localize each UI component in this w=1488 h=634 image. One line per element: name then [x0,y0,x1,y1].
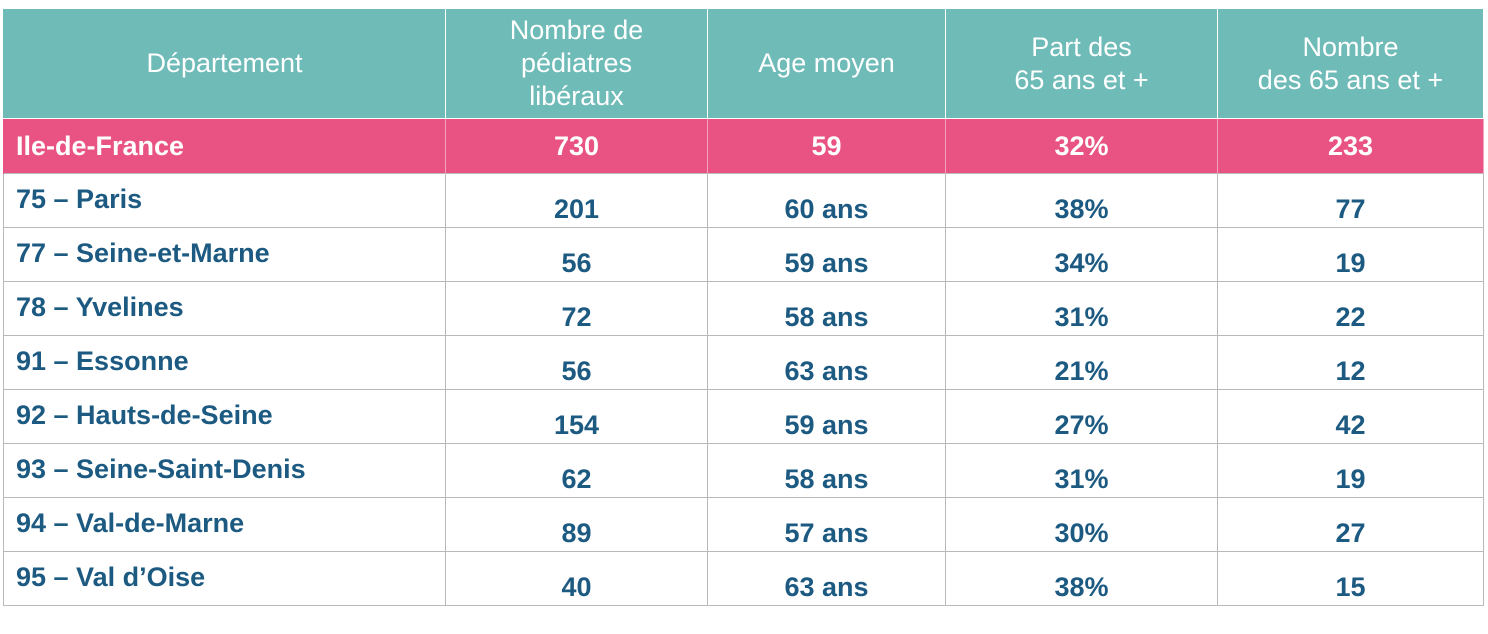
table-container: Département Nombre de pédiatres libéraux… [3,8,1484,606]
dept-part: 27% [945,389,1218,444]
dept-pediatres: 72 [445,281,708,336]
region-part: 32% [945,118,1218,174]
dept-pediatres: 154 [445,389,708,444]
dept-pediatres: 89 [445,497,708,552]
header-departement: Département [3,8,446,119]
region-name: Ile-de-France [3,118,446,174]
dept-name: 77 – Seine-et-Marne [3,227,446,282]
dept-age: 63 ans [707,335,946,390]
header-label: Age moyen [758,48,895,78]
dept-part: 38% [945,551,1218,606]
dept-age: 59 ans [707,227,946,282]
dept-pediatres: 56 [445,227,708,282]
table-row: 95 – Val d’Oise 40 63 ans 38% 15 [3,551,1484,606]
header-nombre-pediatres: Nombre de pédiatres libéraux [445,8,708,119]
dept-name: 93 – Seine-Saint-Denis [3,443,446,498]
dept-age: 58 ans [707,443,946,498]
dept-part: 31% [945,443,1218,498]
dept-name: 75 – Paris [3,173,446,228]
dept-pediatres: 40 [445,551,708,606]
dept-pediatres: 201 [445,173,708,228]
table-row: 93 – Seine-Saint-Denis 62 58 ans 31% 19 [3,443,1484,498]
dept-age: 60 ans [707,173,946,228]
dept-age: 59 ans [707,389,946,444]
header-label: Département [146,48,303,78]
dept-nombre: 42 [1217,389,1484,444]
table-row: 77 – Seine-et-Marne 56 59 ans 34% 19 [3,227,1484,282]
table-row: 91 – Essonne 56 63 ans 21% 12 [3,335,1484,390]
header-label: Nombre des 65 ans et + [1257,31,1444,95]
dept-part: 38% [945,173,1218,228]
table-row: 94 – Val-de-Marne 89 57 ans 30% 27 [3,497,1484,552]
dept-nombre: 22 [1217,281,1484,336]
dept-age: 63 ans [707,551,946,606]
dept-name: 94 – Val-de-Marne [3,497,446,552]
header-row: Département Nombre de pédiatres libéraux… [3,8,1484,119]
table-header: Département Nombre de pédiatres libéraux… [3,8,1484,119]
header-label: Nombre de pédiatres libéraux [509,15,644,111]
header-nombre-65: Nombre des 65 ans et + [1217,8,1484,119]
region-row: Ile-de-France 730 59 32% 233 [3,118,1484,174]
dept-part: 31% [945,281,1218,336]
region-age: 59 [707,118,946,174]
dept-pediatres: 56 [445,335,708,390]
header-label: Part des 65 ans et + [1014,31,1149,95]
region-nombre: 233 [1217,118,1484,174]
dept-name: 78 – Yvelines [3,281,446,336]
table-row: 75 – Paris 201 60 ans 38% 77 [3,173,1484,228]
dept-pediatres: 62 [445,443,708,498]
dept-nombre: 15 [1217,551,1484,606]
dept-age: 58 ans [707,281,946,336]
region-pediatres: 730 [445,118,708,174]
dept-nombre: 77 [1217,173,1484,228]
dept-name: 95 – Val d’Oise [3,551,446,606]
table-body: Ile-de-France 730 59 32% 233 75 – Paris … [3,118,1484,606]
dept-nombre: 12 [1217,335,1484,390]
dept-nombre: 19 [1217,227,1484,282]
header-part-65: Part des 65 ans et + [945,8,1218,119]
dept-nombre: 27 [1217,497,1484,552]
table-row: 92 – Hauts-de-Seine 154 59 ans 27% 42 [3,389,1484,444]
dept-part: 34% [945,227,1218,282]
dept-name: 91 – Essonne [3,335,446,390]
table-row: 78 – Yvelines 72 58 ans 31% 22 [3,281,1484,336]
dept-part: 30% [945,497,1218,552]
dept-part: 21% [945,335,1218,390]
pediatres-table: Département Nombre de pédiatres libéraux… [3,8,1484,606]
dept-nombre: 19 [1217,443,1484,498]
dept-name: 92 – Hauts-de-Seine [3,389,446,444]
header-age-moyen: Age moyen [707,8,946,119]
dept-age: 57 ans [707,497,946,552]
